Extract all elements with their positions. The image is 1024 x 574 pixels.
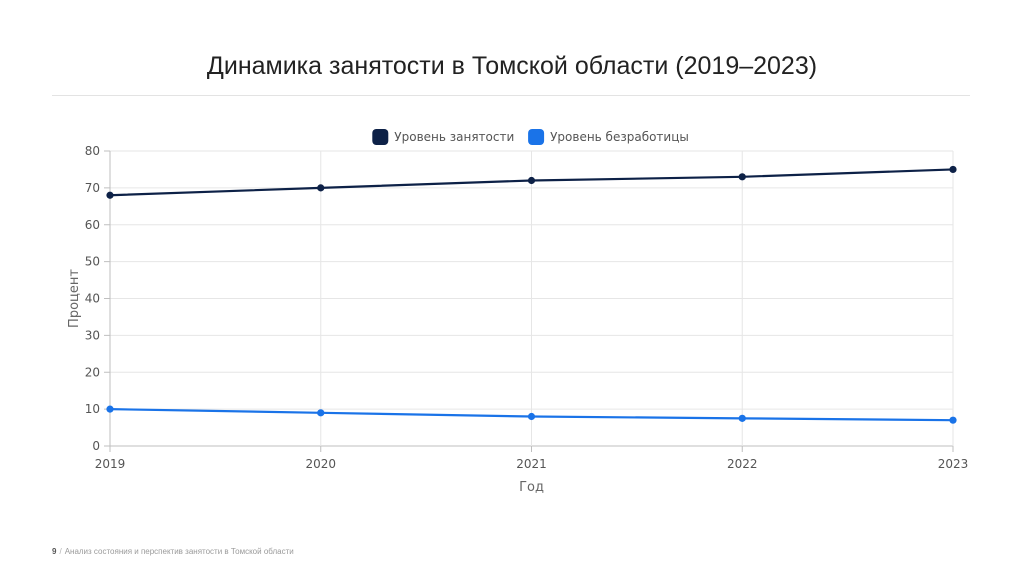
legend[interactable]: Уровень занятости Уровень безработицы (372, 129, 689, 145)
data-point[interactable] (317, 184, 325, 192)
x-tick-label: 2023 (938, 457, 969, 471)
x-tick-label: 2022 (727, 457, 758, 471)
x-tick-label: 2019 (95, 457, 126, 471)
data-point[interactable] (106, 405, 114, 413)
x-tick-label: 2021 (516, 457, 547, 471)
legend-label[interactable]: Уровень занятости (394, 130, 514, 144)
series-layer (106, 165, 957, 424)
axis-layer: 0 10 20 30 40 50 60 70 80 2019 2020 2021 2022 2023 Год… (67, 144, 968, 495)
legend-label[interactable]: Уровень безработицы (550, 130, 689, 144)
grid-layer (109, 150, 954, 447)
page-number: 9 (52, 547, 57, 556)
data-point[interactable] (949, 165, 957, 174)
x-axis-title: Год (519, 480, 544, 495)
title-divider (52, 95, 970, 96)
data-point[interactable] (106, 191, 114, 199)
data-point[interactable] (949, 416, 957, 424)
data-point[interactable] (738, 414, 746, 422)
y-tick-label: 30 (85, 328, 100, 342)
y-tick-label: 70 (85, 181, 100, 195)
legend-swatch[interactable] (528, 129, 545, 145)
data-point[interactable] (317, 409, 325, 417)
slide-title: Динамика занятости в Томской области (20… (206, 52, 818, 80)
y-tick-label: 50 (85, 255, 100, 269)
y-tick-label: 40 (85, 292, 100, 306)
y-axis-title: Процент (67, 269, 82, 328)
legend-swatch[interactable] (372, 129, 389, 145)
data-point[interactable] (527, 412, 536, 421)
x-tick-label: 2020 (305, 457, 336, 471)
footer-text: Анализ состояния и перспектив занятости … (64, 547, 294, 556)
footer: 9/Анализ состояния и перспектив занятост… (52, 547, 294, 556)
data-point[interactable] (738, 173, 746, 181)
y-tick-label: 80 (85, 144, 100, 158)
y-tick-label: 20 (85, 365, 100, 379)
y-tick-label: 60 (85, 218, 100, 232)
footer-separator: / (59, 547, 62, 556)
data-point[interactable] (527, 176, 536, 185)
y-tick-label: 0 (92, 439, 100, 453)
y-tick-label: 10 (85, 402, 100, 416)
